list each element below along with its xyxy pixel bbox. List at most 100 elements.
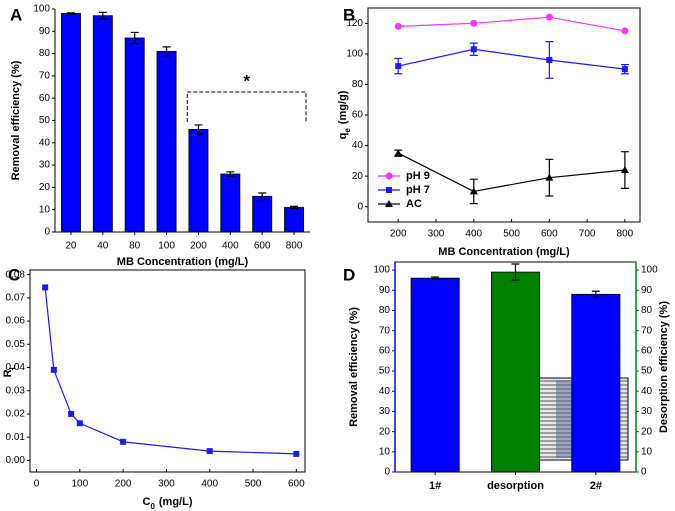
error-bar — [98, 11, 107, 20]
axis-frame — [367, 7, 641, 223]
y-tick-label: 0 — [384, 467, 390, 478]
error-bar — [66, 12, 75, 15]
x-tick-label: 500 — [245, 479, 262, 490]
y-tick-label: 100 — [373, 265, 390, 276]
y2-tick-label: 100 — [641, 265, 658, 276]
x-tick-label: 100 — [71, 479, 88, 490]
error-bar — [130, 31, 139, 45]
y-tick-label: 30 — [39, 160, 51, 171]
bracket — [186, 91, 307, 122]
point — [621, 66, 628, 73]
y2-axis-label: Desorption efficiency (%) — [658, 301, 670, 433]
x-axis-label: MB Concentration (mg/L) — [117, 256, 249, 268]
y-axis-label-subscript: e — [343, 128, 352, 133]
y-tick-label: 70 — [379, 325, 391, 336]
y-tick-label: 50 — [39, 115, 51, 126]
x-tick-label: 400 — [201, 479, 218, 490]
y-tick-label: 20 — [39, 182, 51, 193]
y-axis-label-unit: (mg/g) — [337, 90, 349, 124]
x-tick-label: 300 — [158, 479, 175, 490]
y2-tick-label: 80 — [641, 305, 653, 316]
y-tick-label: 30 — [379, 406, 391, 417]
error-bar — [162, 46, 171, 57]
error-bar — [431, 276, 440, 280]
bar — [410, 277, 460, 473]
panel-label: D — [343, 265, 355, 284]
point — [394, 149, 403, 157]
x-tick-label: 800 — [617, 229, 634, 240]
y-tick-label: 100 — [33, 4, 50, 15]
y-tick-label: 80 — [352, 79, 364, 90]
y-tick-label: 0.04 — [6, 362, 26, 373]
y-tick-label: 20 — [352, 171, 364, 182]
y-tick-label: 10 — [39, 204, 51, 215]
legend-marker — [386, 187, 392, 193]
point — [545, 173, 554, 181]
legend-marker — [385, 200, 393, 207]
x-tick-label: 80 — [129, 241, 141, 252]
panel-label: B — [343, 5, 355, 24]
point — [50, 366, 57, 373]
y-tick-label: 90 — [379, 285, 391, 296]
y2-tick-label: 60 — [641, 345, 653, 356]
point — [394, 22, 402, 30]
panel-label: A — [10, 5, 22, 24]
y2-tick-label: 50 — [641, 366, 653, 377]
error-bar — [258, 192, 267, 201]
x-tick-label: 400 — [465, 229, 482, 240]
y-tick-label: 60 — [352, 110, 364, 121]
error-bar — [194, 124, 203, 135]
y-tick-label: 100 — [346, 48, 363, 59]
bar — [252, 195, 273, 233]
point — [395, 63, 402, 70]
bar — [60, 13, 81, 233]
panel-label: C — [8, 265, 20, 284]
y-tick-label: 0 — [357, 201, 363, 212]
y-axis-label: Removal efficiency (%) — [348, 307, 360, 427]
x-tick-label: 200 — [390, 229, 407, 240]
y-tick-label: 60 — [39, 93, 51, 104]
y2-tick-label: 10 — [641, 446, 653, 457]
y2-tick-label: 20 — [641, 426, 653, 437]
point — [68, 410, 75, 417]
bar — [92, 15, 113, 233]
y2-tick-label: 70 — [641, 325, 653, 336]
point — [470, 19, 478, 27]
series-line — [398, 16, 625, 32]
x-tick-label: 200 — [190, 241, 207, 252]
bar — [220, 173, 241, 233]
y-tick-label: 120 — [346, 18, 363, 29]
x-tick-label: 2# — [590, 480, 602, 492]
y-axis-label-symbol: q — [337, 133, 349, 140]
y-tick-label: 0.07 — [6, 293, 26, 304]
x-tick-label: desorption — [487, 480, 544, 492]
point — [206, 448, 213, 455]
y2-tick-label: 0 — [641, 467, 647, 478]
series-line — [44, 287, 297, 455]
x-tick-label: 1# — [429, 480, 441, 492]
x-axis-label-unit: (mg/L) — [159, 496, 193, 508]
y2-tick-label: 40 — [641, 386, 653, 397]
series-line — [398, 48, 625, 70]
error-bar — [290, 205, 299, 210]
point — [76, 420, 83, 427]
bar — [284, 207, 305, 233]
legend-marker — [385, 172, 393, 180]
error-bar — [511, 263, 520, 281]
y-axis-label: Removal efficiency (%) — [10, 60, 22, 180]
error-bar — [226, 171, 235, 177]
point — [545, 13, 553, 21]
x-axis-label-subscript: 0 — [150, 502, 155, 511]
x-axis-label: C0 (mg/L) — [142, 496, 192, 511]
y-tick-label: 0.01 — [6, 432, 26, 443]
bar — [156, 50, 177, 233]
y-axis-label: RL — [2, 364, 17, 377]
y-tick-label: 40 — [379, 386, 391, 397]
bar — [188, 129, 209, 233]
x-tick-label: 40 — [97, 241, 109, 252]
point — [42, 284, 49, 291]
y-tick-label: 40 — [352, 140, 364, 151]
y-tick-label: 0.06 — [6, 316, 26, 327]
x-tick-label: 400 — [222, 241, 239, 252]
